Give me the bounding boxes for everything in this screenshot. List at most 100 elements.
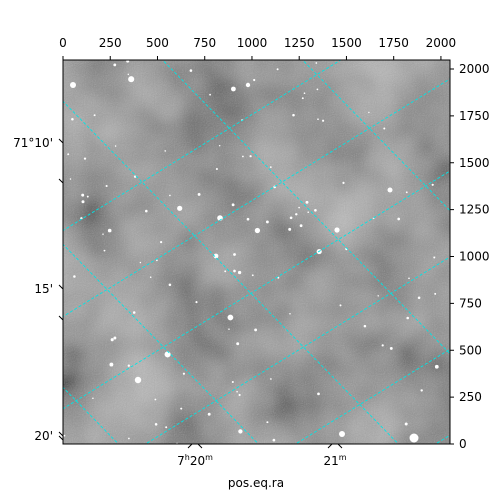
star <box>289 313 291 315</box>
star <box>231 86 236 92</box>
star <box>289 216 293 220</box>
star <box>114 145 117 147</box>
star <box>237 270 242 275</box>
dec-tick-label: 20' <box>34 429 53 443</box>
star <box>128 76 135 83</box>
star <box>270 378 272 380</box>
coordinate-grid <box>63 60 450 444</box>
grid-line <box>294 348 450 444</box>
star <box>317 118 319 121</box>
star <box>164 351 171 358</box>
bottom-tick-mark <box>337 443 343 449</box>
top-x-axis: 0 250 500 750 1000 1250 1500 1750 2000 <box>59 36 456 60</box>
star <box>71 118 74 121</box>
star <box>292 113 295 117</box>
right-tick-label: 0 <box>459 437 467 451</box>
star <box>83 157 87 160</box>
right-tick-label: 2000 <box>459 62 490 76</box>
right-tick-label: 1500 <box>459 156 490 170</box>
star <box>298 206 300 209</box>
right-tick-label: 1250 <box>459 203 490 217</box>
star <box>315 62 318 64</box>
star <box>231 203 235 207</box>
star <box>165 426 168 429</box>
bright-star <box>339 431 345 437</box>
star <box>303 92 306 94</box>
bright-star <box>334 227 340 233</box>
left-tick-mark <box>58 284 64 290</box>
star <box>301 97 304 100</box>
bright-star <box>70 82 76 88</box>
star <box>109 362 114 367</box>
star <box>408 277 410 280</box>
left-tick-mark <box>58 178 64 184</box>
top-tick-label: 1250 <box>284 36 315 50</box>
grid-line <box>144 256 450 444</box>
dec-tick-label: 15' <box>34 282 53 296</box>
star <box>228 328 230 330</box>
star <box>227 314 234 321</box>
star <box>434 364 439 369</box>
star <box>363 324 367 328</box>
top-tick-label: 0 <box>59 36 67 50</box>
star <box>249 155 252 158</box>
star <box>405 191 408 194</box>
star <box>251 274 254 277</box>
star <box>246 217 250 221</box>
bottom-ra-axis: 7h20m 21m <box>177 443 347 468</box>
star <box>168 283 172 287</box>
star <box>145 209 148 213</box>
star <box>242 155 244 158</box>
star <box>209 93 211 96</box>
star <box>317 392 320 396</box>
star <box>139 261 142 264</box>
star <box>420 389 423 392</box>
star <box>197 192 201 196</box>
star <box>182 372 186 375</box>
star <box>265 220 269 224</box>
grid-line <box>63 78 450 318</box>
star <box>126 60 130 63</box>
star <box>236 390 238 393</box>
top-tick-label: 1500 <box>331 36 362 50</box>
grid-line <box>63 170 450 410</box>
right-tick-label: 500 <box>459 343 482 357</box>
star <box>299 224 303 228</box>
star <box>254 328 258 332</box>
star <box>404 422 408 426</box>
left-dec-axis: 71°10' 15' 20' <box>13 136 64 443</box>
bright-star <box>213 253 219 259</box>
star <box>102 233 104 235</box>
top-tick-label: 1000 <box>237 36 268 50</box>
star <box>288 227 292 231</box>
right-tick-label: 250 <box>459 390 482 404</box>
star <box>127 364 130 367</box>
star <box>342 181 345 184</box>
left-tick-mark <box>58 138 64 144</box>
star <box>224 270 227 273</box>
star <box>63 434 66 437</box>
bottom-tick-mark <box>187 443 193 449</box>
dec-tick-label: 71°10' <box>13 136 53 150</box>
star <box>93 114 96 117</box>
star <box>156 259 158 262</box>
star <box>236 342 240 346</box>
bright-star <box>245 82 251 88</box>
top-tick-label: 2000 <box>426 36 457 50</box>
star <box>180 407 183 410</box>
star <box>295 213 298 216</box>
star <box>103 249 106 252</box>
right-tick-label: 1750 <box>459 109 490 123</box>
star <box>69 178 72 180</box>
star <box>164 150 167 152</box>
star <box>389 346 393 350</box>
star <box>231 380 234 384</box>
sky-image <box>63 60 450 444</box>
star <box>73 275 76 278</box>
star <box>113 63 117 67</box>
star <box>383 127 386 130</box>
star <box>81 193 85 197</box>
star <box>272 438 276 442</box>
bottom-tick-mark <box>197 443 203 449</box>
